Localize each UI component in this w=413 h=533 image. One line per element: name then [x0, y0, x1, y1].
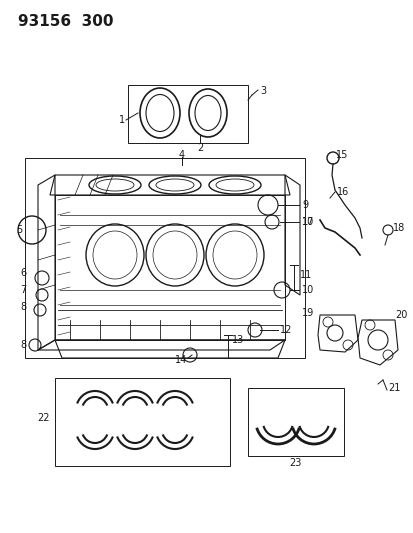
Bar — [128, 85, 247, 143]
Text: 4: 4 — [178, 150, 185, 160]
Text: 2: 2 — [197, 143, 203, 153]
Text: 8: 8 — [20, 302, 26, 312]
Bar — [55, 378, 230, 466]
Text: 23: 23 — [288, 458, 301, 468]
Text: 6: 6 — [20, 268, 26, 278]
Text: 1: 1 — [119, 115, 125, 125]
Text: 20: 20 — [394, 310, 406, 320]
Text: 10: 10 — [301, 285, 313, 295]
Text: 11: 11 — [299, 270, 311, 280]
Text: 14: 14 — [175, 355, 187, 365]
Text: 10: 10 — [301, 217, 313, 227]
Text: 7: 7 — [20, 285, 26, 295]
Text: 9: 9 — [301, 200, 307, 210]
Bar — [247, 388, 343, 456]
Text: 12: 12 — [279, 325, 292, 335]
Text: 21: 21 — [387, 383, 399, 393]
Text: 93156  300: 93156 300 — [18, 14, 113, 29]
Text: 17: 17 — [301, 217, 313, 227]
Text: 18: 18 — [392, 223, 404, 233]
Text: 3: 3 — [259, 86, 266, 96]
Text: 13: 13 — [231, 335, 244, 345]
Bar — [55, 195, 284, 340]
Text: 19: 19 — [301, 308, 313, 318]
Text: 8: 8 — [20, 340, 26, 350]
Text: 16: 16 — [336, 187, 349, 197]
Text: 5: 5 — [16, 225, 22, 235]
Text: 15: 15 — [335, 150, 347, 160]
Text: 22: 22 — [38, 413, 50, 423]
Bar — [25, 158, 304, 358]
